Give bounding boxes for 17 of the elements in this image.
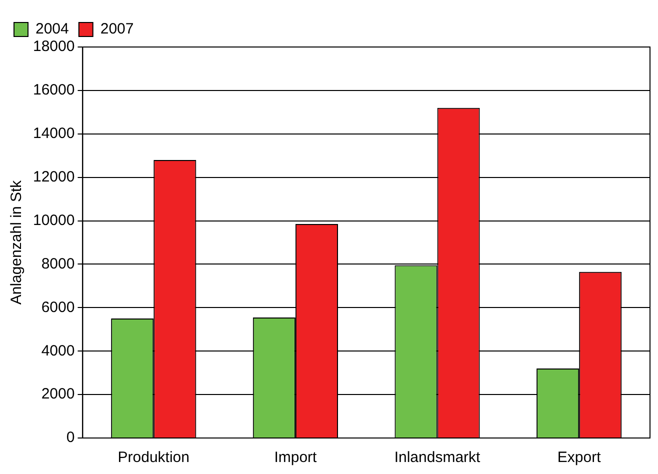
- y-tick-label: 8000: [41, 255, 75, 272]
- y-tick-label: 14000: [32, 125, 75, 142]
- y-tick-label: 18000: [32, 38, 75, 56]
- y-tick-label: 0: [66, 429, 75, 446]
- y-axis-title: Anlagenzahl in Stk: [8, 180, 26, 305]
- x-tick-label: Import: [274, 449, 318, 466]
- x-tick-label: Export: [557, 449, 602, 466]
- y-tick-label: 6000: [41, 298, 75, 316]
- y-tick-label: 4000: [41, 342, 75, 360]
- legend-label: 2007: [100, 20, 134, 38]
- y-tick-label: 2000: [41, 386, 75, 403]
- x-tick-label: Produktion: [118, 449, 190, 466]
- y-tick-label: 10000: [32, 212, 75, 229]
- legend-label: 2004: [36, 20, 69, 38]
- y-tick-label: 12000: [32, 168, 75, 186]
- x-tick-label: Inlandsmarkt: [394, 449, 482, 466]
- y-tick-label: 16000: [32, 82, 75, 99]
